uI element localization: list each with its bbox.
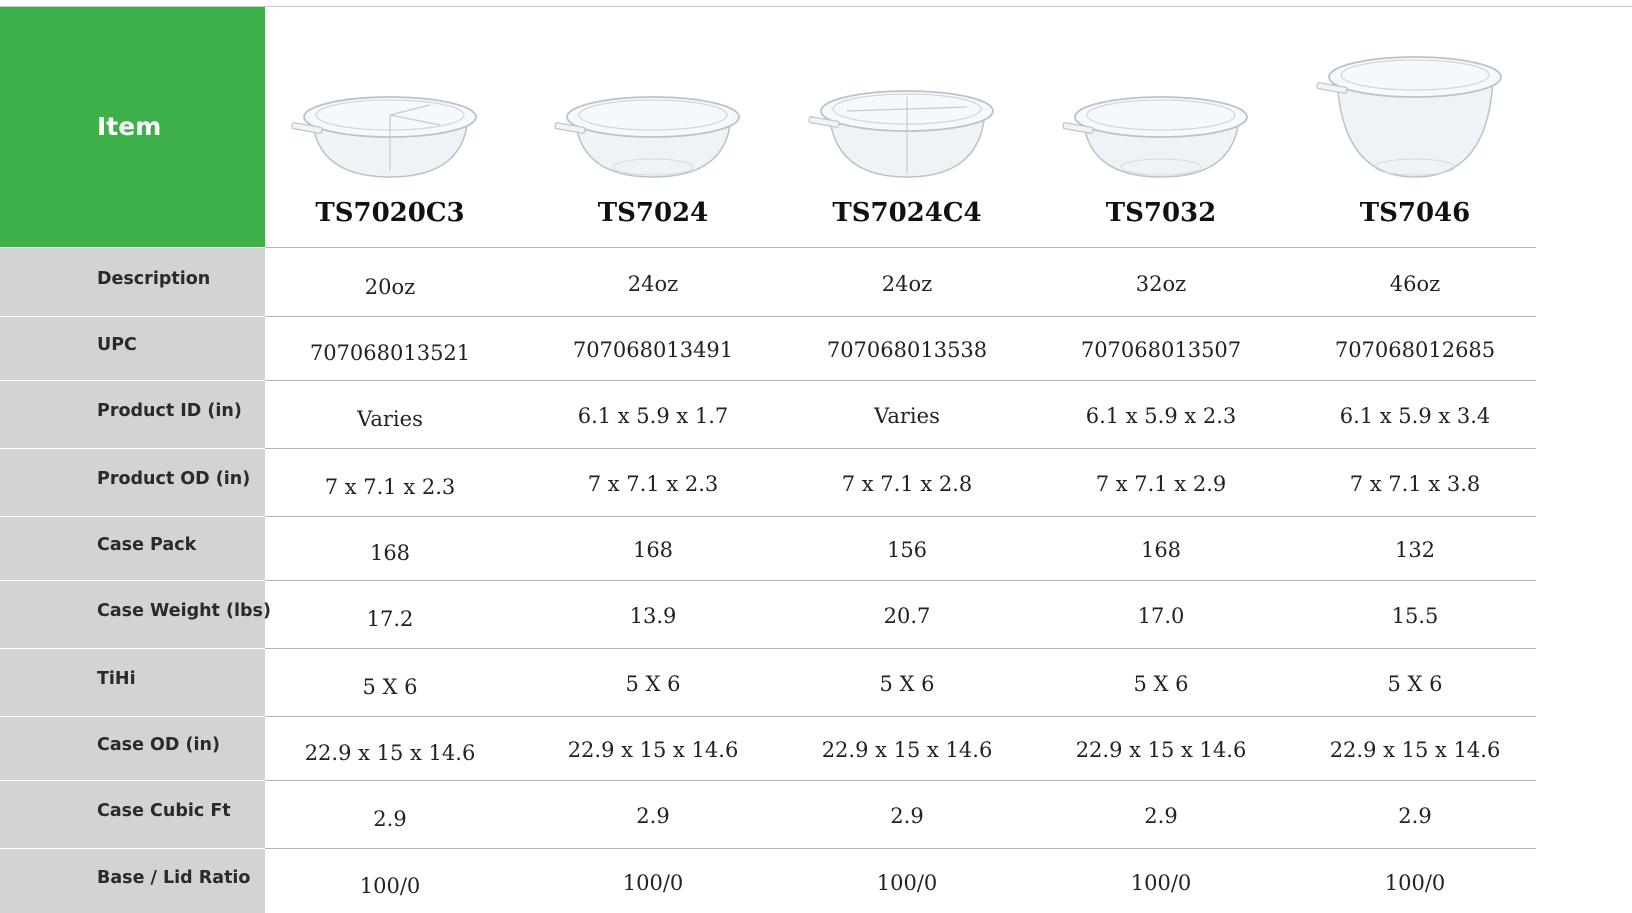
table-cell: 707068013521 xyxy=(309,341,471,365)
table-cell: 5 X 6 xyxy=(625,672,681,696)
row-label: Base / Lid Ratio xyxy=(97,867,251,888)
label-divider xyxy=(0,780,265,781)
table-cell: 13.9 xyxy=(629,604,677,628)
table-cell: 7 x 7.1 x 2.9 xyxy=(1095,472,1227,496)
row-divider xyxy=(0,580,1536,581)
product-code: TS7032 xyxy=(1105,198,1217,228)
product-code: TS7046 xyxy=(1359,198,1471,228)
table-cell: 2.9 xyxy=(373,807,407,831)
table-cell: 132 xyxy=(1394,538,1436,562)
row-label: Case OD (in) xyxy=(97,735,220,755)
table-cell: 20oz xyxy=(364,274,416,299)
row-label: Description xyxy=(97,268,211,289)
table-cell: 2.9 xyxy=(1144,804,1178,828)
row-divider xyxy=(0,848,1536,849)
table-cell: 100/0 xyxy=(622,870,684,895)
table-cell: 707068012685 xyxy=(1334,338,1496,362)
table-cell: 17.2 xyxy=(366,607,414,631)
item-header-cell: Item xyxy=(0,7,265,247)
table-cell: 32oz xyxy=(1135,271,1187,296)
table-cell: Varies xyxy=(874,404,940,428)
table-cell: 707068013491 xyxy=(572,338,734,362)
table-cell: 22.9 x 15 x 14.6 xyxy=(567,738,739,762)
table-cell: 5 X 6 xyxy=(1387,672,1443,696)
table-cell: 100/0 xyxy=(1384,870,1446,895)
table-cell: 2.9 xyxy=(890,804,924,828)
table-cell: 6.1 x 5.9 x 3.4 xyxy=(1339,404,1491,428)
row-divider xyxy=(0,516,1536,517)
product-header-ts7024c4: TS7024C4 xyxy=(780,7,1034,247)
table-cell: 156 xyxy=(886,538,928,562)
table-cell: 22.9 x 15 x 14.6 xyxy=(1075,738,1247,762)
product-code: TS7024 xyxy=(597,198,709,228)
table-cell: 168 xyxy=(1140,538,1182,562)
label-divider xyxy=(0,580,265,581)
top-rule xyxy=(0,6,1632,7)
table-cell: 6.1 x 5.9 x 2.3 xyxy=(1085,404,1237,428)
table-cell: 5 X 6 xyxy=(362,675,418,699)
product-code: TS7020C3 xyxy=(315,198,465,228)
table-cell: 17.0 xyxy=(1137,604,1185,628)
table-cell: 168 xyxy=(632,538,674,562)
table-cell: Varies xyxy=(357,407,423,431)
product-header-ts7032: TS7032 xyxy=(1034,7,1288,247)
row-label: Case Cubic Ft xyxy=(97,801,231,821)
label-divider xyxy=(0,516,265,517)
row-label: UPC xyxy=(97,335,137,355)
table-cell: 7 x 7.1 x 2.3 xyxy=(587,472,719,496)
row-label: Case Weight (lbs) xyxy=(97,601,271,621)
table-cell: 6.1 x 5.9 x 1.7 xyxy=(577,404,729,428)
label-divider xyxy=(0,380,265,381)
row-divider xyxy=(0,316,1536,317)
row-label: Product ID (in) xyxy=(97,401,242,421)
row-divider xyxy=(0,648,1536,649)
table-cell: 15.5 xyxy=(1391,604,1439,628)
row-label: Case Pack xyxy=(97,535,197,555)
table-cell: 7 x 7.1 x 2.8 xyxy=(841,472,973,496)
table-cell: 100/0 xyxy=(359,873,421,898)
table-cell: 22.9 x 15 x 14.6 xyxy=(821,738,993,762)
label-divider xyxy=(0,316,265,317)
table-cell: 5 X 6 xyxy=(1133,672,1189,696)
table-cell: 22.9 x 15 x 14.6 xyxy=(1329,738,1501,762)
label-divider xyxy=(0,716,265,717)
label-divider xyxy=(0,247,265,248)
table-cell: 168 xyxy=(369,541,411,565)
table-cell: 7 x 7.1 x 3.8 xyxy=(1349,472,1481,496)
label-divider xyxy=(0,648,265,649)
label-divider xyxy=(0,448,265,449)
row-divider xyxy=(0,716,1536,717)
row-divider xyxy=(0,247,1536,248)
item-header-label: Item xyxy=(97,112,162,141)
table-cell: 2.9 xyxy=(636,804,670,828)
table-cell: 24oz xyxy=(881,271,933,296)
table-cell: 24oz xyxy=(627,271,679,296)
table-cell: 100/0 xyxy=(876,870,938,895)
product-header-ts7020c3: TS7020C3 xyxy=(263,7,517,247)
product-code: TS7024C4 xyxy=(832,198,982,228)
table-cell: 7 x 7.1 x 2.3 xyxy=(324,475,456,499)
row-divider xyxy=(0,780,1536,781)
table-cell: 707068013507 xyxy=(1080,338,1242,362)
label-divider xyxy=(0,848,265,849)
table-cell: 5 X 6 xyxy=(879,672,935,696)
table-cell: 46oz xyxy=(1389,271,1441,296)
product-header-ts7024: TS7024 xyxy=(526,7,780,247)
product-header-ts7046: TS7046 xyxy=(1288,7,1542,247)
table-cell: 707068013538 xyxy=(826,338,988,362)
table-cell: 2.9 xyxy=(1398,804,1432,828)
row-label: Product OD (in) xyxy=(97,469,251,489)
row-label: TiHi xyxy=(97,669,136,689)
table-cell: 20.7 xyxy=(883,604,931,628)
table-cell: 22.9 x 15 x 14.6 xyxy=(304,741,476,765)
row-divider xyxy=(0,448,1536,449)
table-cell: 100/0 xyxy=(1130,870,1192,895)
row-divider xyxy=(0,380,1536,381)
